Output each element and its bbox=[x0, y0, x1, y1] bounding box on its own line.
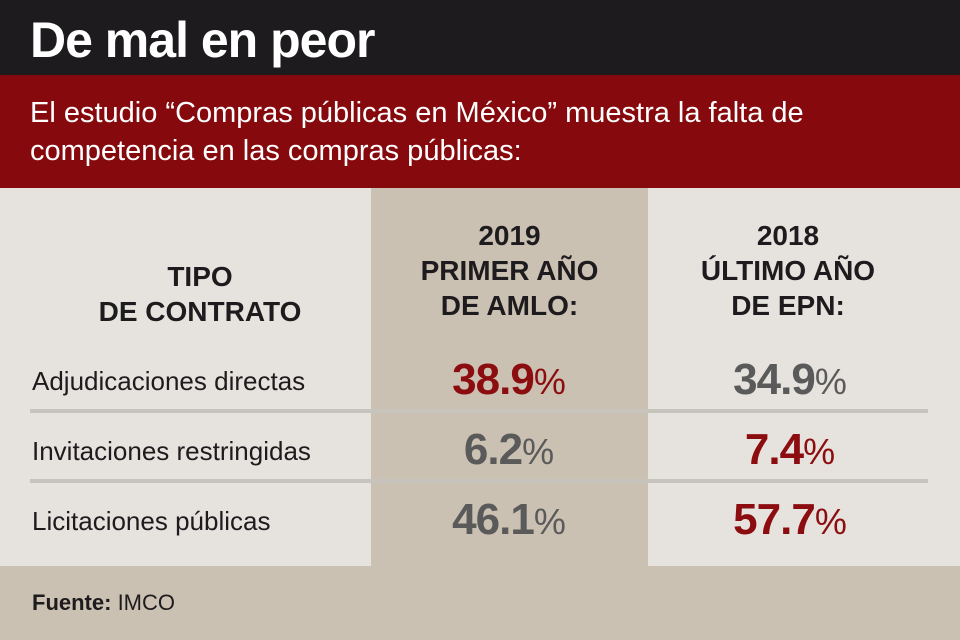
footer-bar: Fuente: IMCO bbox=[0, 566, 960, 640]
row-label-invitaciones: Invitaciones restringidas bbox=[32, 436, 311, 466]
column-header-2018: 2018 ÚLTIMO AÑO DE EPN: bbox=[648, 218, 928, 323]
column-header-line: DE CONTRATO bbox=[98, 296, 302, 327]
column-header-tipo: TIPO DE CONTRATO bbox=[70, 259, 330, 329]
row-divider bbox=[30, 409, 928, 413]
page-subtitle: El estudio “Compras públicas en México” … bbox=[30, 97, 804, 167]
column-header-line: DE AMLO: bbox=[440, 290, 579, 321]
data-table: TIPO DE CONTRATO 2019 PRIMER AÑO DE AMLO… bbox=[0, 188, 960, 566]
value-2018-2: 57.7% bbox=[670, 496, 910, 546]
column-header-line: DE EPN: bbox=[731, 290, 845, 321]
value-number: 7.4 bbox=[744, 425, 804, 474]
column-header-line: TIPO bbox=[167, 261, 233, 292]
value-2019-1: 6.2% bbox=[389, 426, 629, 476]
row-label-licitaciones: Licitaciones públicas bbox=[32, 506, 271, 536]
value-number: 6.2 bbox=[463, 425, 523, 474]
value-2018-1: 7.4% bbox=[670, 426, 910, 476]
value-unit: % bbox=[803, 431, 836, 472]
value-unit: % bbox=[814, 501, 847, 542]
page-title: De mal en peor bbox=[30, 12, 375, 68]
value-2018-0: 34.9% bbox=[670, 356, 910, 406]
value-number: 38.9 bbox=[452, 355, 535, 404]
column-header-line: 2019 bbox=[478, 220, 541, 251]
column-header-2019: 2019 PRIMER AÑO DE AMLO: bbox=[371, 218, 648, 323]
source-note: Fuente: IMCO bbox=[32, 588, 175, 618]
value-number: 34.9 bbox=[733, 355, 816, 404]
column-header-line: PRIMER AÑO bbox=[420, 255, 599, 286]
column-2019-band bbox=[371, 188, 648, 566]
value-unit: % bbox=[522, 431, 555, 472]
value-2019-0: 38.9% bbox=[389, 356, 629, 406]
value-number: 46.1 bbox=[452, 495, 535, 544]
column-header-line: ÚLTIMO AÑO bbox=[700, 255, 876, 286]
value-unit: % bbox=[533, 501, 566, 542]
value-unit: % bbox=[533, 361, 566, 402]
title-bar: De mal en peor bbox=[0, 0, 960, 75]
row-divider bbox=[30, 479, 928, 483]
source-value: IMCO bbox=[111, 590, 176, 615]
source-label: Fuente: bbox=[32, 590, 112, 615]
value-unit: % bbox=[814, 361, 847, 402]
column-header-line: 2018 bbox=[756, 220, 820, 251]
row-label-adjudicaciones: Adjudicaciones directas bbox=[32, 366, 306, 396]
subtitle-bar: El estudio “Compras públicas en México” … bbox=[0, 75, 960, 188]
value-number: 57.7 bbox=[733, 495, 816, 544]
value-2019-2: 46.1% bbox=[389, 496, 629, 546]
